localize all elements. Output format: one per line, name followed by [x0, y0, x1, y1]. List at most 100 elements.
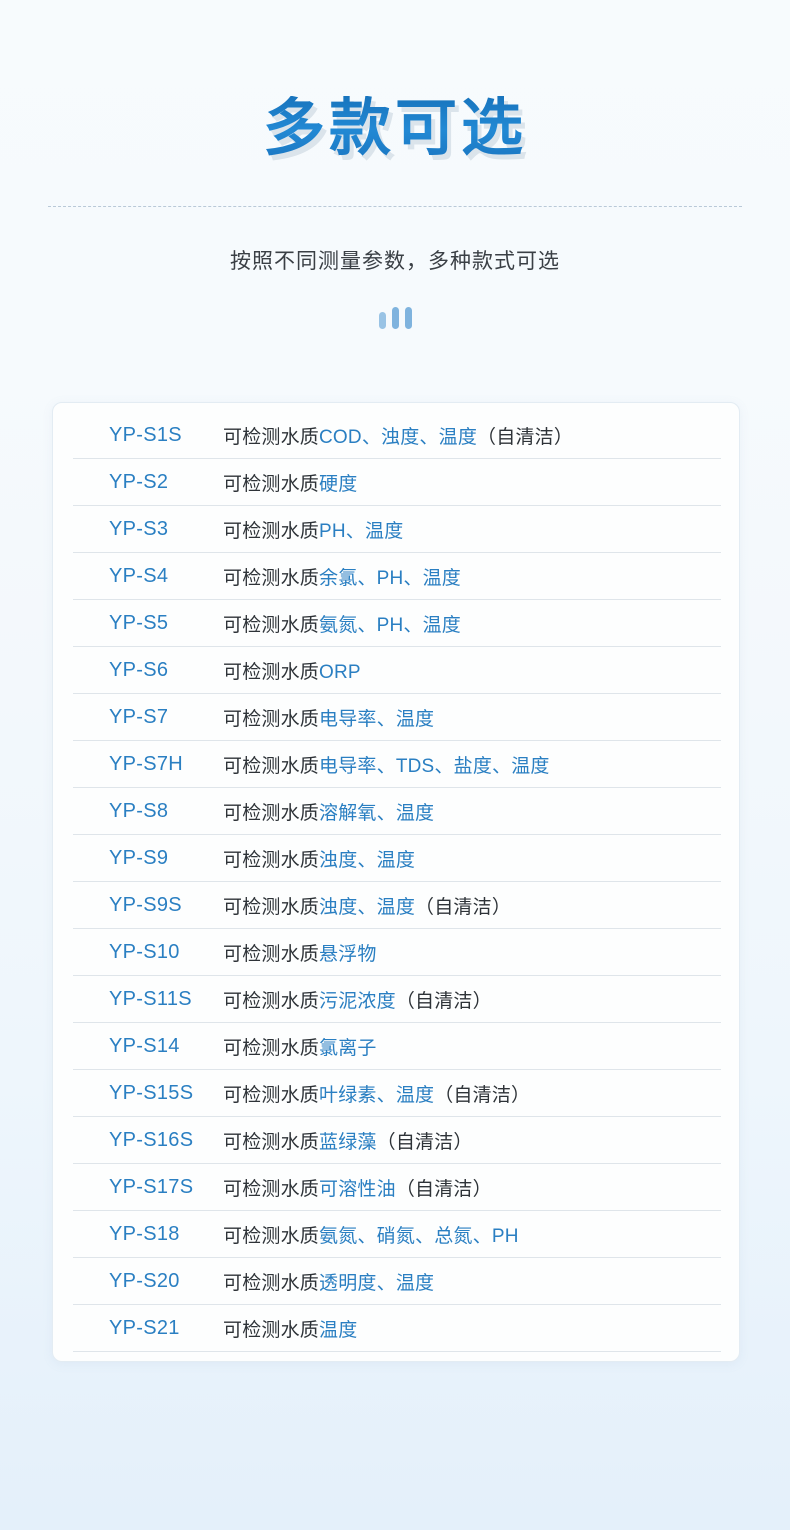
measured-parameters: 氯离子: [319, 1038, 377, 1059]
model-code: YP-S4: [109, 565, 169, 587]
description-prefix: 可检测水质: [223, 474, 320, 495]
measured-parameters: 浊度、温度: [319, 850, 416, 871]
description-prefix: 可检测水质: [223, 1085, 320, 1106]
model-description: 可检测水质氨氮、PH、温度: [223, 610, 739, 637]
description-prefix: 可检测水质: [223, 803, 320, 824]
measured-parameters: 电导率、TDS、盐度、温度: [319, 756, 550, 777]
table-row[interactable]: YP-S9S 可检测水质浊度、温度（自清洁）: [53, 882, 739, 929]
measured-parameters: 氨氮、PH、温度: [319, 615, 462, 636]
description-prefix: 可检测水质: [223, 1226, 320, 1247]
description-prefix: 可检测水质: [223, 1179, 320, 1200]
model-code: YP-S20: [109, 1270, 180, 1292]
model-description: 可检测水质余氯、PH、温度: [223, 563, 739, 590]
description-prefix: 可检测水质: [223, 1320, 320, 1341]
model-description: 可检测水质可溶性油（自清洁）: [223, 1174, 739, 1201]
table-row[interactable]: YP-S6 可检测水质ORP: [53, 647, 739, 694]
model-description: 可检测水质溶解氧、温度: [223, 798, 739, 825]
model-code: YP-S16S: [109, 1129, 194, 1151]
measured-parameters: 硬度: [319, 474, 358, 495]
model-code: YP-S9S: [109, 894, 182, 916]
model-code: YP-S11S: [109, 988, 192, 1010]
model-code: YP-S1S: [109, 424, 182, 446]
model-description: 可检测水质电导率、温度: [223, 704, 739, 731]
measured-parameters: 电导率、温度: [319, 709, 435, 730]
description-prefix: 可检测水质: [223, 991, 320, 1012]
model-code: YP-S2: [109, 471, 169, 493]
table-row[interactable]: YP-S21 可检测水质温度: [53, 1305, 739, 1352]
table-row[interactable]: YP-S20 可检测水质透明度、温度: [53, 1258, 739, 1305]
table-row[interactable]: YP-S10 可检测水质悬浮物: [53, 929, 739, 976]
self-cleaning-note: （自清洁）: [395, 1179, 492, 1200]
page-header: 多款可选 按照不同测量参数，多种款式可选: [0, 0, 790, 330]
self-cleaning-note: （自清洁）: [376, 1132, 473, 1153]
table-row[interactable]: YP-S11S 可检测水质污泥浓度（自清洁）: [53, 976, 739, 1023]
measured-parameters: 余氯、PH、温度: [319, 568, 462, 589]
description-prefix: 可检测水质: [223, 756, 320, 777]
page-title: 多款可选: [262, 94, 527, 163]
table-row[interactable]: YP-S5 可检测水质氨氮、PH、温度: [53, 600, 739, 647]
model-code: YP-S8: [109, 800, 169, 822]
table-row[interactable]: YP-S1S 可检测水质COD、浊度、温度（自清洁）: [53, 412, 739, 459]
page-subtitle: 按照不同测量参数，多种款式可选: [230, 250, 560, 274]
model-description: 可检测水质浊度、温度: [223, 845, 739, 872]
description-prefix: 可检测水质: [223, 1132, 320, 1153]
description-prefix: 可检测水质: [223, 568, 320, 589]
description-prefix: 可检测水质: [223, 897, 320, 918]
model-description: 可检测水质硬度: [223, 469, 739, 496]
table-row[interactable]: YP-S7 可检测水质电导率、温度: [53, 694, 739, 741]
model-code: YP-S5: [109, 612, 169, 634]
model-code: YP-S18: [109, 1223, 180, 1245]
model-description: 可检测水质ORP: [223, 657, 739, 684]
self-cleaning-note: （自清洁）: [477, 427, 574, 448]
table-row[interactable]: YP-S4 可检测水质余氯、PH、温度: [53, 553, 739, 600]
table-row[interactable]: YP-S18 可检测水质氨氮、硝氮、总氮、PH: [53, 1211, 739, 1258]
model-description: 可检测水质浊度、温度（自清洁）: [223, 892, 739, 919]
model-description: 可检测水质透明度、温度: [223, 1268, 739, 1295]
model-code: YP-S14: [109, 1035, 180, 1057]
table-row[interactable]: YP-S14 可检测水质氯离子: [53, 1023, 739, 1070]
ornament-bar-2: [391, 307, 399, 330]
ornament-bar-3: [404, 307, 412, 330]
measured-parameters: 透明度、温度: [319, 1273, 435, 1294]
model-description: 可检测水质氨氮、硝氮、总氮、PH: [223, 1221, 739, 1248]
table-row[interactable]: YP-S7H 可检测水质电导率、TDS、盐度、温度: [53, 741, 739, 788]
table-row[interactable]: YP-S15S 可检测水质叶绿素、温度（自清洁）: [53, 1070, 739, 1117]
model-code: YP-S17S: [109, 1176, 194, 1198]
table-row[interactable]: YP-S3 可检测水质PH、温度: [53, 506, 739, 553]
description-prefix: 可检测水质: [223, 1038, 320, 1059]
description-prefix: 可检测水质: [223, 662, 320, 683]
description-prefix: 可检测水质: [223, 944, 320, 965]
model-description: 可检测水质温度: [223, 1315, 739, 1342]
model-code: YP-S7H: [109, 753, 184, 775]
self-cleaning-note: （自清洁）: [434, 1085, 531, 1106]
model-description: 可检测水质PH、温度: [223, 516, 739, 543]
model-code: YP-S21: [109, 1317, 180, 1339]
header-dashed-divider: [48, 206, 742, 208]
model-description: 可检测水质氯离子: [223, 1033, 739, 1060]
model-spec-table: YP-S1S 可检测水质COD、浊度、温度（自清洁） YP-S2 可检测水质硬度 YP-…: [52, 402, 740, 1362]
table-row[interactable]: YP-S2 可检测水质硬度: [53, 459, 739, 506]
model-description: 可检测水质电导率、TDS、盐度、温度: [223, 751, 739, 778]
model-description: 可检测水质污泥浓度（自清洁）: [223, 986, 739, 1013]
measured-parameters: 溶解氧、温度: [319, 803, 435, 824]
table-row[interactable]: YP-S17S 可检测水质可溶性油（自清洁）: [53, 1164, 739, 1211]
model-description: 可检测水质叶绿素、温度（自清洁）: [223, 1080, 739, 1107]
ornament-bar-1: [378, 312, 386, 330]
description-prefix: 可检测水质: [223, 850, 320, 871]
measured-parameters: PH、温度: [319, 521, 404, 542]
model-code: YP-S6: [109, 659, 169, 681]
self-cleaning-note: （自清洁）: [395, 991, 492, 1012]
description-prefix: 可检测水质: [223, 709, 320, 730]
measured-parameters: 叶绿素、温度: [319, 1085, 435, 1106]
model-code: YP-S7: [109, 706, 169, 728]
table-row[interactable]: YP-S9 可检测水质浊度、温度: [53, 835, 739, 882]
measured-parameters: 温度: [319, 1320, 358, 1341]
description-prefix: 可检测水质: [223, 1273, 320, 1294]
table-row[interactable]: YP-S8 可检测水质溶解氧、温度: [53, 788, 739, 835]
model-description: 可检测水质悬浮物: [223, 939, 739, 966]
model-code: YP-S15S: [109, 1082, 194, 1104]
table-row[interactable]: YP-S16S 可检测水质蓝绿藻（自清洁）: [53, 1117, 739, 1164]
model-code: YP-S9: [109, 847, 169, 869]
measured-parameters: 浊度、温度: [319, 897, 416, 918]
model-description: 可检测水质蓝绿藻（自清洁）: [223, 1127, 739, 1154]
